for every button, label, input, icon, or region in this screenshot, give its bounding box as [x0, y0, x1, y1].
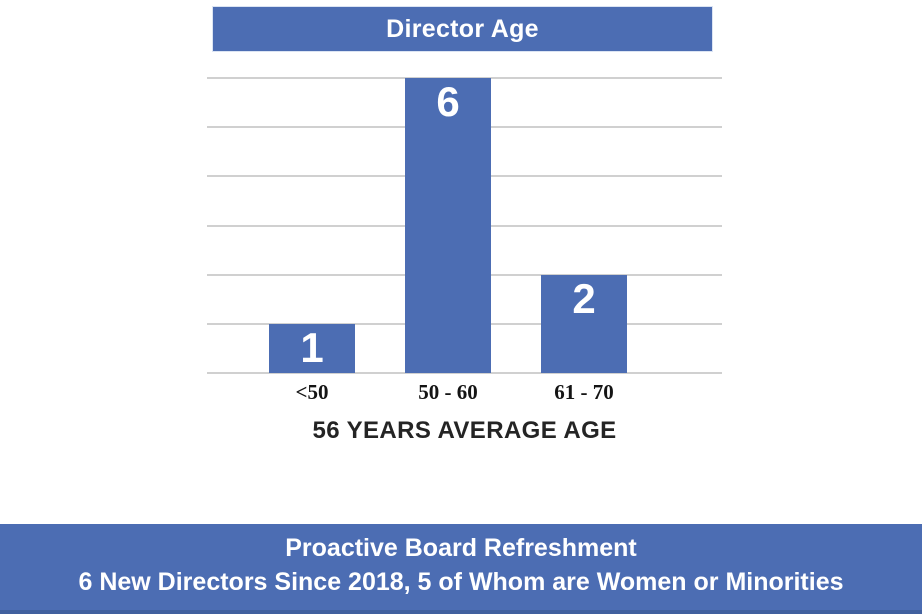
bar-value-label: 1 — [300, 324, 324, 371]
x-tick-label: <50 — [295, 380, 329, 404]
x-axis-tick-labels: <50 50 - 60 61 - 70 — [207, 380, 722, 408]
bar-chart-plot-area: 1 6 2 — [207, 77, 722, 374]
footer-banner: Proactive Board Refreshment 6 New Direct… — [0, 524, 922, 614]
footer-line-1: Proactive Board Refreshment — [285, 534, 637, 562]
bar-50 - 60: 6 — [405, 78, 491, 373]
x-tick-label: 61 - 70 — [554, 380, 614, 404]
bar-<50: 1 — [269, 324, 355, 373]
chart-title-banner: Director Age — [212, 6, 713, 52]
x-tick-label: 50 - 60 — [418, 380, 478, 404]
bar-value-label: 2 — [572, 275, 596, 322]
bar-61 - 70: 2 — [541, 275, 627, 373]
x-axis-title: 56 YEARS AVERAGE AGE — [312, 417, 617, 444]
bar-value-label: 6 — [436, 78, 460, 125]
x-axis-baseline — [207, 372, 722, 374]
footer-line-2: 6 New Directors Since 2018, 5 of Whom ar… — [78, 568, 844, 596]
chart-title: Director Age — [386, 14, 539, 43]
